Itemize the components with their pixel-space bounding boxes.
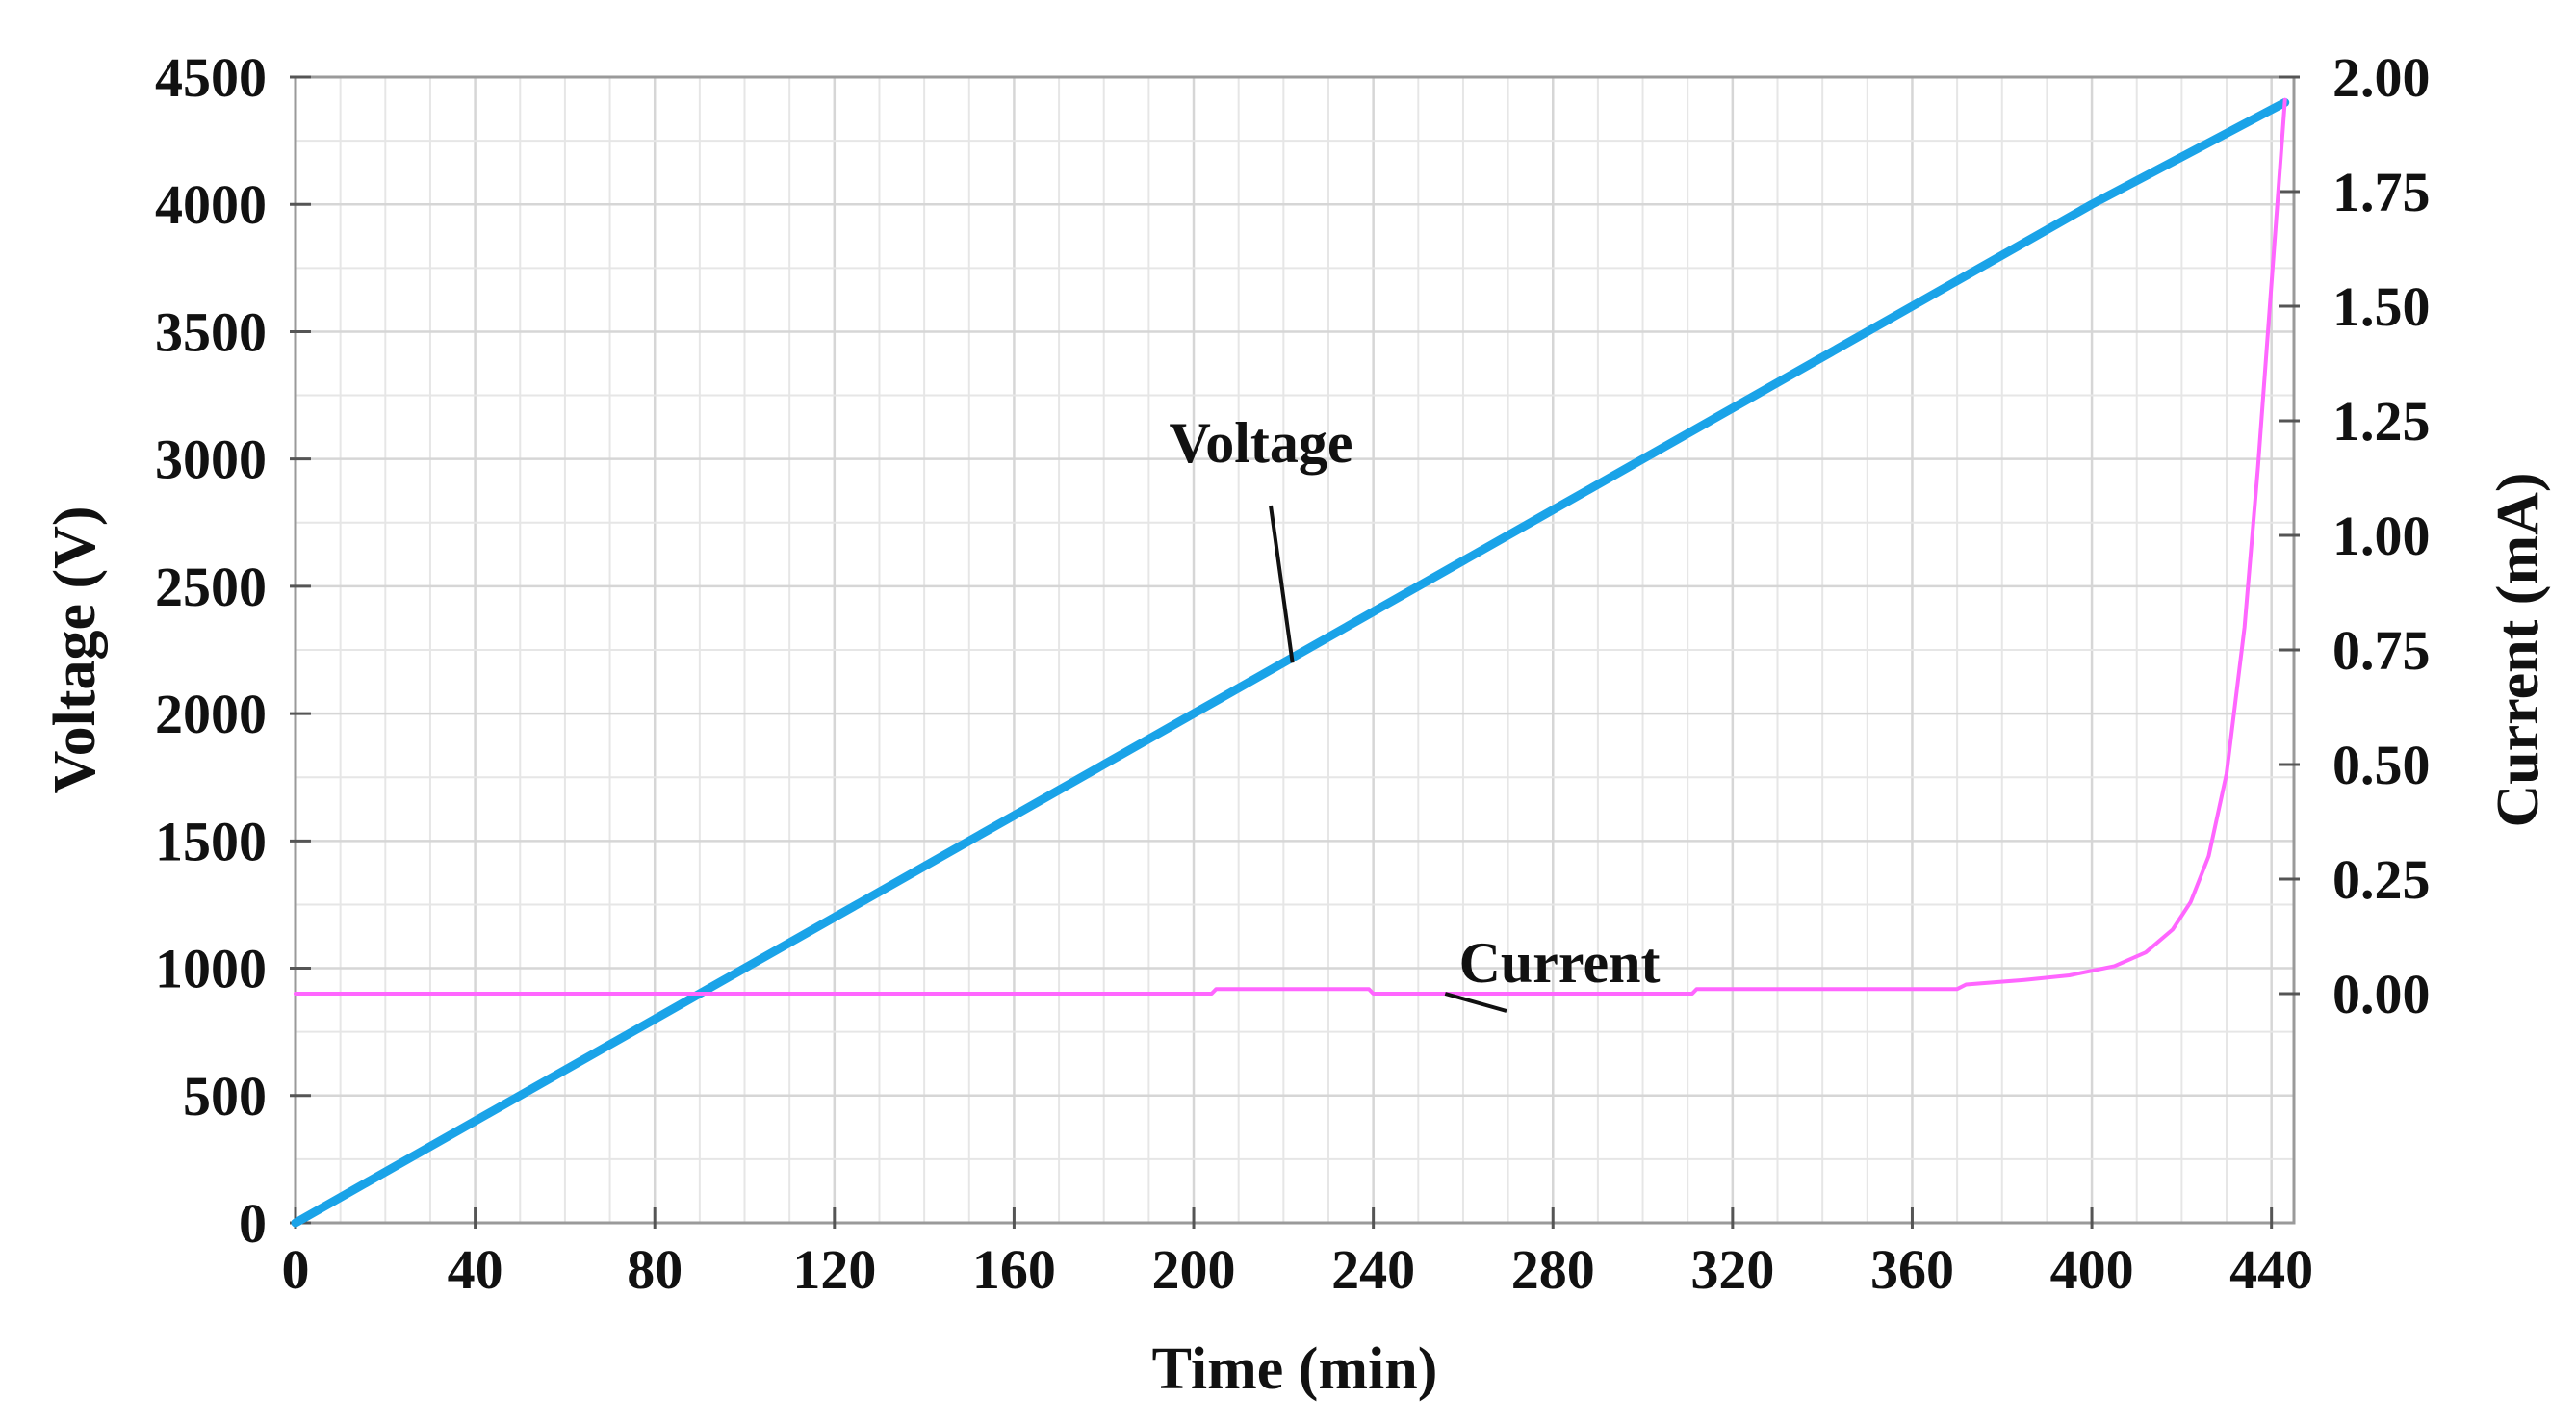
- annotation-leader-voltage: [1269, 505, 1295, 663]
- y-tick-label: 2500: [155, 556, 267, 618]
- y2-tick-label: 1.50: [2332, 275, 2431, 338]
- y2-tick-label: 0.50: [2332, 734, 2431, 796]
- y2-tick-label: 0.75: [2332, 619, 2431, 682]
- x-tick-label: 240: [1331, 1238, 1415, 1301]
- y-tick-label: 4500: [155, 46, 267, 109]
- series-line-current: [294, 97, 2287, 996]
- annotation-leader-current: [1444, 992, 1507, 1013]
- y-tick-label: 3500: [155, 300, 267, 363]
- x-tick-label: 360: [1870, 1238, 1954, 1301]
- x-tick-label: 80: [627, 1238, 683, 1301]
- series-line-voltage: [291, 97, 2290, 1228]
- x-tick-label: 280: [1511, 1238, 1595, 1301]
- annotations: Voltage Current: [1169, 411, 1661, 1013]
- y-axis-title-voltage: Voltage (V): [42, 506, 108, 793]
- y2-tick-label: 1.00: [2332, 505, 2431, 567]
- annotation-label-voltage: Voltage: [1169, 411, 1352, 475]
- y-tick-label: 1000: [155, 938, 267, 1000]
- annotation-label-current: Current: [1459, 931, 1661, 995]
- y-tick-label: 1500: [155, 810, 267, 872]
- x-tick-label: 120: [792, 1238, 876, 1301]
- x-tick-label: 200: [1152, 1238, 1236, 1301]
- x-tick-label: 320: [1690, 1238, 1774, 1301]
- x-tick-label: 440: [2229, 1238, 2313, 1301]
- x-tick-label: 0: [282, 1238, 310, 1301]
- y2-tick-label: 2.00: [2332, 46, 2431, 109]
- y2-tick-label: 0.00: [2332, 963, 2431, 1025]
- y-tick-label: 0: [239, 1192, 267, 1255]
- tick-labels: 0 40 80 120 160 200 240 280 320 360 400 440 0 500 1000…: [155, 46, 2431, 1301]
- series: [291, 97, 2290, 1228]
- y2-axis-title-current: Current (mA): [2486, 472, 2551, 827]
- x-tick-label: 400: [2050, 1238, 2134, 1301]
- x-tick-label: 160: [972, 1238, 1056, 1301]
- y-tick-label: 4000: [155, 173, 267, 236]
- y-tick-label: 500: [183, 1065, 267, 1128]
- y-tick-label: 2000: [155, 683, 267, 745]
- y2-tick-label: 1.75: [2332, 161, 2431, 223]
- grid: [296, 77, 2294, 1223]
- y-tick-label: 3000: [155, 428, 267, 491]
- y2-tick-label: 1.25: [2332, 390, 2431, 453]
- x-tick-label: 40: [448, 1238, 503, 1301]
- y2-tick-label: 0.25: [2332, 848, 2431, 911]
- x-axis-title: Time (min): [1152, 1336, 1438, 1402]
